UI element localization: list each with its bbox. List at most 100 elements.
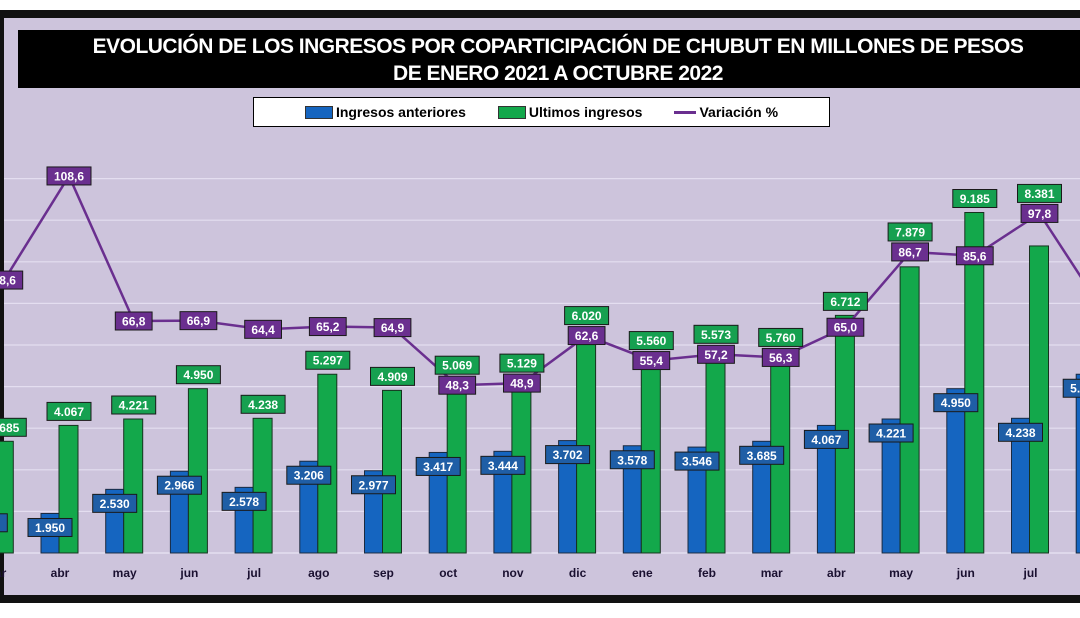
legend-line-purple bbox=[674, 110, 697, 114]
data-label-ultimos-ingresos-box bbox=[758, 327, 804, 347]
data-label-variacion: 48,9 bbox=[510, 377, 534, 391]
x-tick-label: abr bbox=[827, 566, 846, 580]
data-label-ultimos-ingresos: 3.685 bbox=[0, 421, 20, 435]
x-tick-label: abr bbox=[51, 566, 70, 580]
data-label-variacion-box bbox=[179, 311, 218, 331]
x-tick-label: feb bbox=[698, 566, 716, 580]
data-label-variacion-box bbox=[438, 375, 477, 395]
data-label-ingresos-anteriores: 2.966 bbox=[164, 479, 194, 493]
data-label-variacion-box bbox=[891, 242, 930, 262]
data-label-variacion: 65,2 bbox=[316, 320, 340, 334]
x-tick-label: jul bbox=[246, 566, 261, 580]
bar-ultimos-ingresos bbox=[252, 417, 273, 554]
data-label-variacion: 57,2 bbox=[704, 348, 728, 362]
data-label-variacion: 108,6 bbox=[54, 169, 84, 183]
data-label-ingresos-anteriores: 4.067 bbox=[811, 433, 841, 447]
data-label-ultimos-ingresos-box bbox=[370, 366, 415, 386]
data-label-ultimos-ingresos: 5.129 bbox=[507, 357, 537, 371]
data-label-ultimos-ingresos: 4.238 bbox=[248, 398, 278, 412]
title-line-2: DE ENERO 2021 A OCTUBRE 2022 bbox=[393, 62, 723, 85]
data-label-variacion-box bbox=[0, 270, 24, 290]
x-tick-label: sep bbox=[373, 566, 394, 580]
data-label-ingresos-anteriores: 3.206 bbox=[294, 469, 324, 483]
data-label-ingresos-anteriores: 4.950 bbox=[941, 396, 971, 410]
data-label-variacion-box bbox=[244, 319, 282, 339]
data-label-variacion: 86,7 bbox=[898, 245, 922, 259]
data-label-ingresos-anteriores-box bbox=[0, 513, 8, 533]
data-label-ingresos-anteriores: 5.297 bbox=[1070, 382, 1080, 396]
data-label-ingresos-anteriores: 3.685 bbox=[747, 449, 777, 463]
data-label-ingresos-anteriores: 3.546 bbox=[682, 455, 712, 469]
data-label-ingresos-anteriores: 2.977 bbox=[358, 478, 388, 492]
data-label-ultimos-ingresos: 4.221 bbox=[119, 399, 149, 413]
data-label-ultimos-ingresos-box bbox=[628, 331, 674, 351]
data-label-ingresos-anteriores: 1.950 bbox=[35, 521, 65, 535]
x-tick-label: may bbox=[113, 566, 137, 580]
legend-item-ingresos-anteriores: Ingresos anteriores bbox=[304, 104, 466, 120]
data-label-ultimos-ingresos-box bbox=[434, 355, 480, 375]
x-tick-label: oct bbox=[439, 566, 457, 580]
data-label-variacion: 97,8 bbox=[1028, 207, 1052, 221]
data-label-variacion-box bbox=[567, 326, 606, 346]
bar-ultimos-ingresos bbox=[123, 418, 144, 554]
data-label-variacion: 65,0 bbox=[834, 321, 858, 335]
data-label-variacion: 85,6 bbox=[963, 249, 987, 263]
data-label-ingresos-anteriores: 4.221 bbox=[876, 427, 906, 441]
data-label-ultimos-ingresos: 8.381 bbox=[1024, 187, 1054, 201]
data-label-ultimos-ingresos-box bbox=[111, 395, 157, 415]
data-label-ultimos-ingresos-box bbox=[175, 365, 221, 385]
data-label-ultimos-ingresos: 9.185 bbox=[960, 192, 990, 206]
data-label-ingresos-anteriores-box bbox=[1062, 378, 1080, 398]
data-label-ingresos-anteriores-box bbox=[415, 456, 461, 476]
legend-label: Variación % bbox=[699, 104, 779, 120]
data-label-ultimos-ingresos: 5.069 bbox=[442, 359, 472, 373]
data-label-ultimos-ingresos-box bbox=[499, 353, 545, 373]
data-label-ultimos-ingresos: 4.067 bbox=[54, 405, 84, 419]
data-label-ingresos-anteriores-box bbox=[286, 465, 332, 485]
chart-title: EVOLUCIÓN DE LOS INGRESOS POR COPARTICIP… bbox=[18, 30, 1080, 88]
data-label-ingresos-anteriores-box bbox=[480, 455, 526, 475]
legend: Ingresos anteriores Ultimos ingresos Var… bbox=[253, 97, 830, 127]
data-label-variacion: 48,3 bbox=[446, 379, 470, 393]
data-label-variacion-box bbox=[632, 351, 671, 371]
data-label-variacion-box bbox=[114, 311, 153, 331]
data-label-ultimos-ingresos: 7.879 bbox=[895, 225, 925, 239]
legend-label: Ultimos ingresos bbox=[528, 104, 643, 120]
data-label-ultimos-ingresos-box bbox=[564, 306, 610, 326]
legend-item-variacion: Variación % bbox=[674, 104, 778, 120]
data-label-ultimos-ingresos: 4.909 bbox=[377, 370, 407, 384]
data-label-variacion: 64,9 bbox=[381, 321, 405, 335]
data-label-ingresos-anteriores-box bbox=[998, 422, 1043, 442]
data-label-ingresos-anteriores-box bbox=[868, 423, 914, 443]
bar-ingresos-anteriores bbox=[1075, 373, 1080, 554]
data-label-ingresos-anteriores: 4.238 bbox=[1005, 426, 1035, 440]
data-label-ultimos-ingresos: 5.297 bbox=[313, 354, 343, 368]
data-label-ultimos-ingresos: 6.020 bbox=[572, 309, 602, 323]
data-label-ultimos-ingresos: 6.712 bbox=[830, 295, 860, 309]
bar-ultimos-ingresos bbox=[0, 440, 14, 554]
x-tick-label: jul bbox=[1023, 566, 1038, 580]
data-label-variacion: 62,6 bbox=[575, 329, 599, 343]
data-label-ultimos-ingresos-box bbox=[822, 291, 868, 311]
data-label-ultimos-ingresos-box bbox=[952, 189, 998, 209]
data-label-ingresos-anteriores: 3.578 bbox=[617, 453, 647, 467]
bar-ultimos-ingresos bbox=[899, 266, 920, 554]
data-label-ingresos-anteriores-box bbox=[803, 429, 849, 449]
data-label-ingresos-anteriores: 2.578 bbox=[229, 495, 259, 509]
legend-swatch-blue bbox=[304, 105, 333, 119]
x-tick-label: ago bbox=[308, 566, 329, 580]
data-label-ultimos-ingresos-box bbox=[887, 222, 933, 242]
data-label-variacion: 66,9 bbox=[187, 314, 211, 328]
data-label-ingresos-anteriores-box bbox=[933, 393, 979, 413]
data-label-variacion: 64,4 bbox=[251, 323, 275, 337]
data-label-variacion-box bbox=[308, 317, 347, 337]
data-label-ultimos-ingresos-box bbox=[46, 401, 92, 421]
data-label-variacion-box bbox=[46, 166, 92, 186]
data-label-ultimos-ingresos: 5.573 bbox=[701, 328, 731, 342]
data-label-variacion: 56,3 bbox=[769, 351, 793, 365]
data-label-ingresos-anteriores-box bbox=[156, 475, 202, 495]
bar-ultimos-ingresos bbox=[382, 389, 402, 554]
data-label-ultimos-ingresos: 5.560 bbox=[636, 334, 666, 348]
bar-ultimos-ingresos bbox=[964, 212, 985, 554]
